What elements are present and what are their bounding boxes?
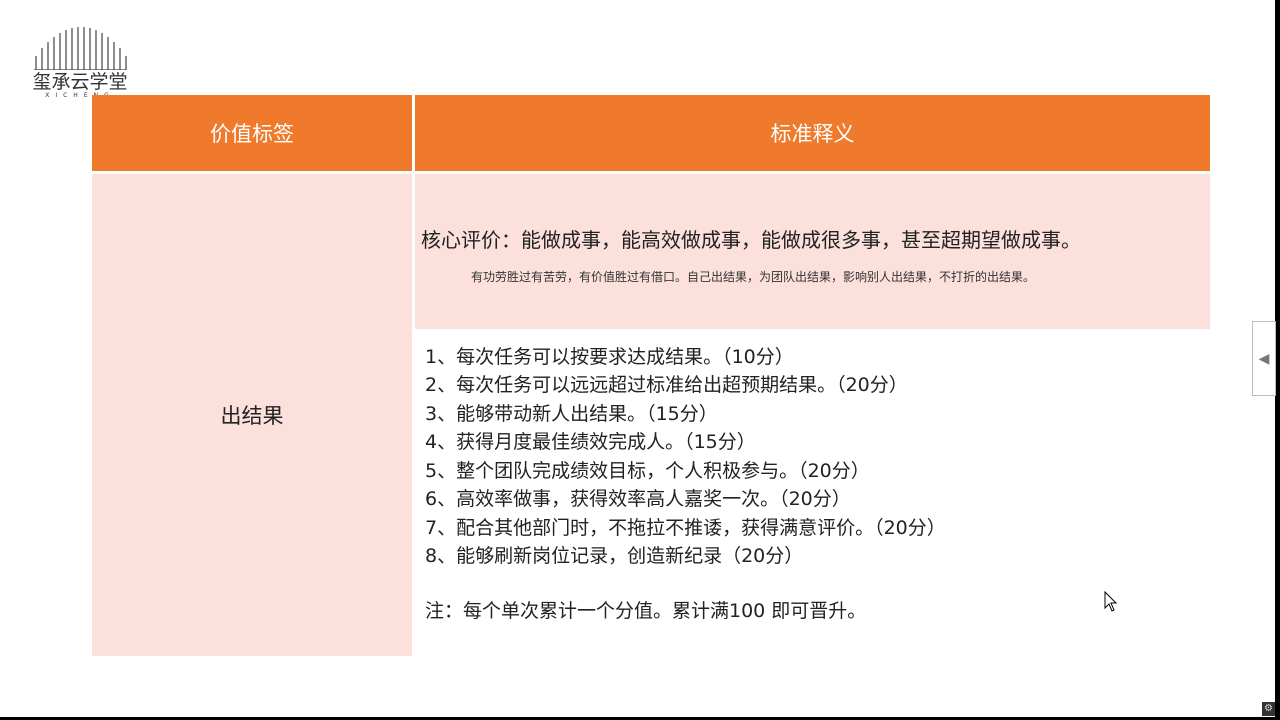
value-label: 出结果 <box>220 404 284 428</box>
criteria-list: 1、每次任务可以按要求达成结果。（10分） 2、每次任务可以远远超过标准给出超预… <box>415 332 1210 656</box>
value-label-cell: 出结果 <box>92 174 412 656</box>
header-definition: 标准释义 <box>415 95 1210 171</box>
core-evaluation-cell: 核心评价：能做成事，能高效做成事，能做成很多事，甚至超期望做成事。 有功劳胜过有… <box>415 174 1210 329</box>
logo-subtitle: XICHENG <box>45 92 115 99</box>
list-item: 2、每次任务可以远远超过标准给出超预期结果。（20分） <box>425 374 908 396</box>
side-panel-toggle[interactable]: ◀ <box>1252 321 1276 396</box>
list-item: 1、每次任务可以按要求达成结果。（10分） <box>425 346 794 368</box>
list-item: 4、获得月度最佳绩效完成人。（15分） <box>425 431 756 453</box>
logo-rays-icon <box>34 27 127 70</box>
mouse-pointer-icon <box>1104 591 1118 612</box>
list-item: 6、高效率做事，获得效率高人嘉奖一次。（20分） <box>425 488 851 510</box>
note: 注：每个单次累计一个分值。累计满100 即可晋升。 <box>425 600 867 622</box>
list-item: 5、整个团队完成绩效目标，个人积极参与。（20分） <box>425 460 870 482</box>
list-item: 7、配合其他部门时，不拖拉不推诿，获得满意评价。（20分） <box>425 517 946 539</box>
triangle-left-icon: ◀ <box>1258 350 1270 367</box>
core-evaluation: 核心评价：能做成事，能高效做成事，能做成很多事，甚至超期望做成事。 <box>421 228 1081 252</box>
list-item: 8、能够刷新岗位记录，创造新纪录（20分） <box>425 545 804 567</box>
logo-name: 玺承云学堂 <box>32 71 128 93</box>
list-item: 3、能够带动新人出结果。（15分） <box>425 403 718 425</box>
header-value-tag: 价值标签 <box>92 95 412 171</box>
core-description: 有功劳胜过有苦劳，有价值胜过有借口。自己出结果，为团队出结果，影响别人出结果，不… <box>471 270 1036 284</box>
logo: 玺承云学堂 XICHENG <box>28 26 132 108</box>
gear-icon[interactable]: ⚙ <box>1262 702 1275 716</box>
